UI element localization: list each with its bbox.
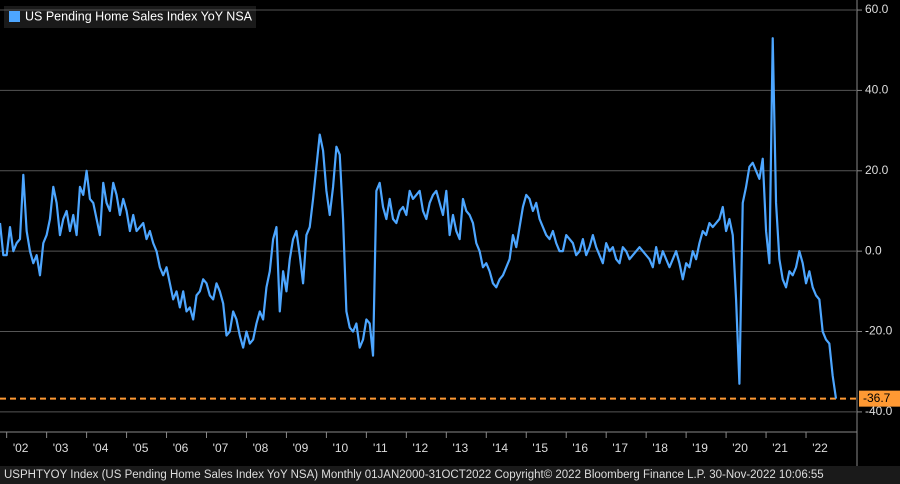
x-tick-label: '21 bbox=[772, 441, 788, 455]
x-tick-label: '03 bbox=[53, 441, 69, 455]
y-tick-label: -40.0 bbox=[865, 404, 893, 418]
reference-label: -36.7 bbox=[863, 391, 891, 405]
x-tick-label: '18 bbox=[652, 441, 668, 455]
x-tick-label: '09 bbox=[293, 441, 309, 455]
x-tick-label: '10 bbox=[333, 441, 349, 455]
x-tick-label: '17 bbox=[612, 441, 628, 455]
x-tick-label: '04 bbox=[93, 441, 109, 455]
y-tick-label: 20.0 bbox=[865, 163, 889, 177]
x-tick-label: '12 bbox=[413, 441, 429, 455]
footer: USPHTYOY Index (US Pending Home Sales In… bbox=[4, 469, 824, 481]
y-tick-label: 60.0 bbox=[865, 2, 889, 16]
x-tick-label: '16 bbox=[572, 441, 588, 455]
x-tick-label: '15 bbox=[532, 441, 548, 455]
legend-swatch bbox=[9, 11, 20, 22]
footer-bar bbox=[0, 466, 900, 484]
x-tick-label: '11 bbox=[373, 441, 388, 455]
y-tick-label: -20.0 bbox=[865, 324, 893, 338]
y-tick-label: 40.0 bbox=[865, 83, 889, 97]
reference-label-box bbox=[859, 390, 900, 407]
x-tick-label: '14 bbox=[492, 441, 508, 455]
x-tick-label: '02 bbox=[13, 441, 29, 455]
x-tick-label: '22 bbox=[812, 441, 828, 455]
x-tick-label: '08 bbox=[253, 441, 269, 455]
x-tick-label: '05 bbox=[133, 441, 149, 455]
y-tick-label: 0.0 bbox=[865, 243, 882, 257]
series-line bbox=[0, 37, 838, 399]
x-tick-label: '07 bbox=[213, 441, 229, 455]
x-tick-label: '20 bbox=[732, 441, 748, 455]
legend-box bbox=[4, 6, 256, 28]
x-tick-label: '19 bbox=[692, 441, 708, 455]
x-tick-label: '06 bbox=[173, 441, 189, 455]
x-tick-label: '13 bbox=[452, 441, 468, 455]
legend-label: US Pending Home Sales Index YoY NSA bbox=[25, 9, 253, 23]
